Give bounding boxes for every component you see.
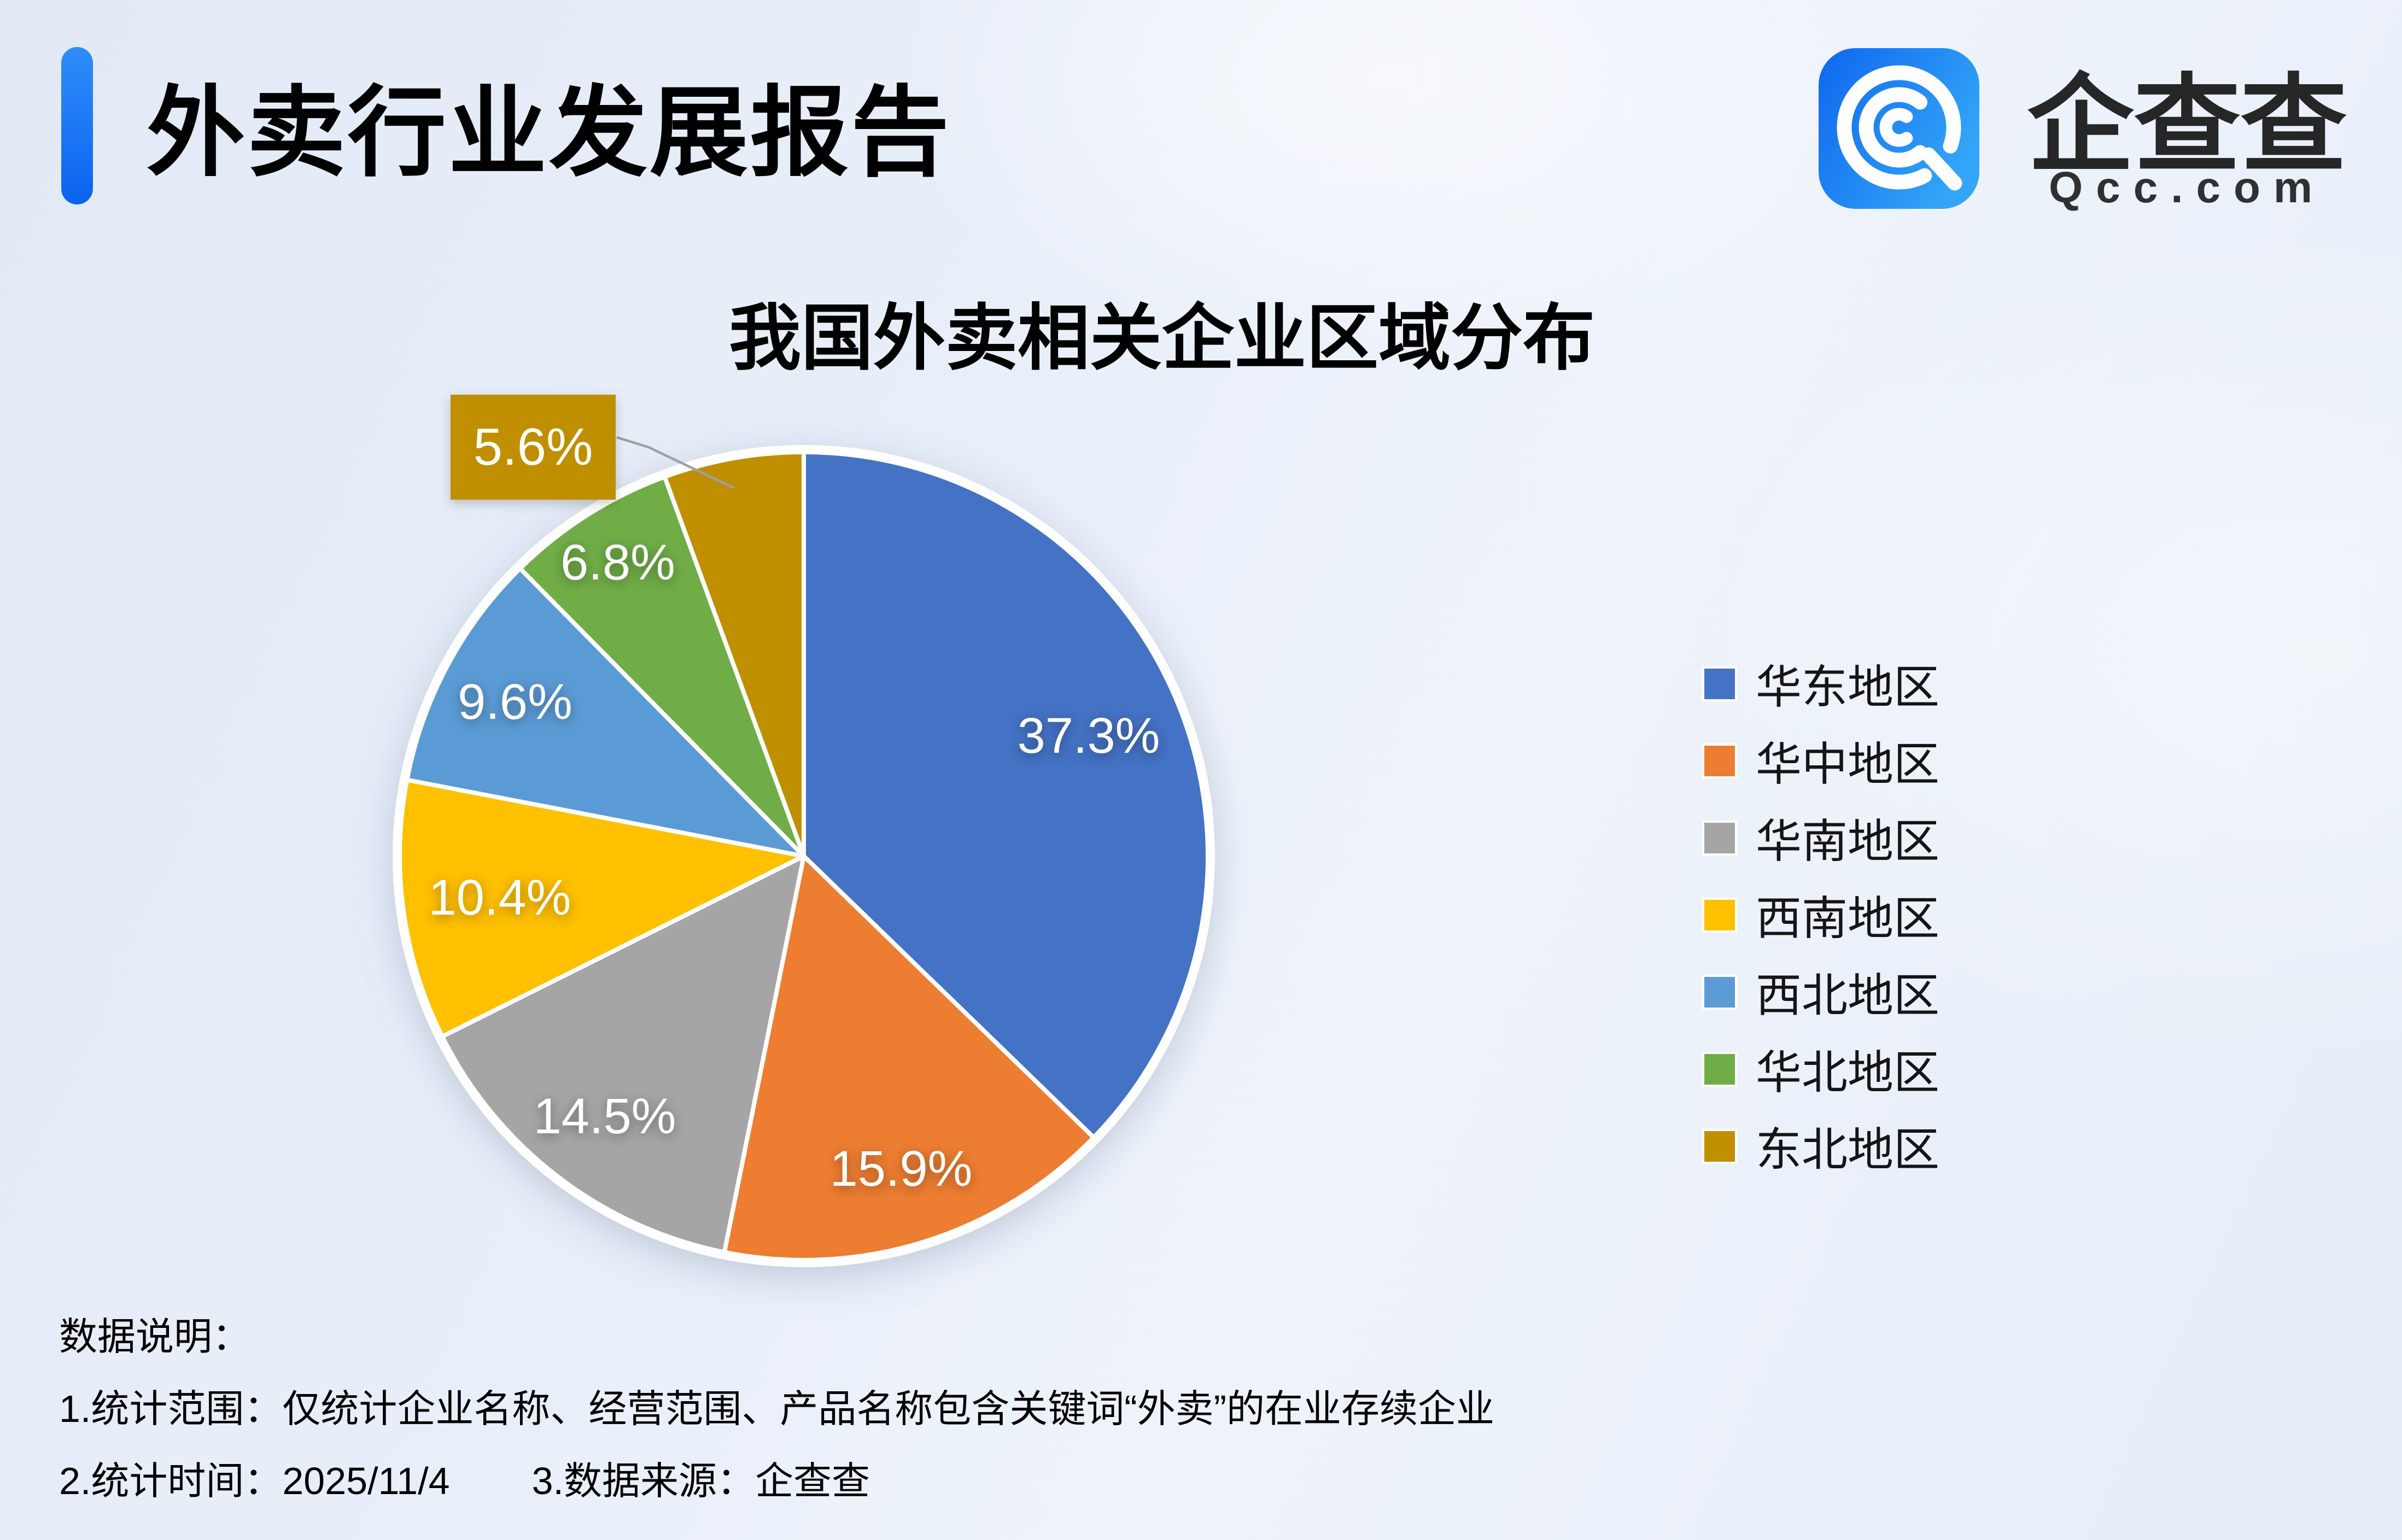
brand-name: 企查查 bbox=[2027, 66, 2347, 185]
legend-swatch bbox=[1704, 899, 1735, 930]
legend-swatch bbox=[1704, 1053, 1735, 1085]
qcc-logo: 企查查 Qcc.com bbox=[1817, 46, 2353, 212]
legend-label: 东北地区 bbox=[1756, 1124, 1940, 1175]
report-title: 外卖行业发展报告 bbox=[147, 78, 952, 188]
notes-data-source: 3.数据来源：企查查 bbox=[531, 1460, 870, 1502]
notes-line-2: 2.统计时间：2025/11/4 3.数据来源：企查查 bbox=[59, 1445, 1494, 1517]
legend-label: 西北地区 bbox=[1756, 970, 1940, 1021]
legend-swatch bbox=[1704, 822, 1735, 853]
slice-label-华南地区: 14.5% bbox=[534, 1088, 676, 1144]
legend-label: 华东地区 bbox=[1756, 661, 1940, 713]
legend-item: 华中地区 bbox=[1704, 722, 1939, 799]
callout-leader-line bbox=[616, 436, 735, 490]
slice-label-华北地区: 6.8% bbox=[560, 535, 675, 590]
legend-swatch bbox=[1704, 745, 1735, 776]
legend-label: 华中地区 bbox=[1756, 739, 1940, 790]
legend-swatch bbox=[1704, 976, 1735, 1008]
title-accent-bar bbox=[61, 47, 93, 204]
legend-item: 西南地区 bbox=[1704, 876, 1939, 953]
legend-item: 华北地区 bbox=[1704, 1030, 1939, 1108]
slice-label-华中地区: 15.9% bbox=[830, 1141, 973, 1197]
callout-value: 5.6% bbox=[473, 418, 593, 476]
legend-item: 华南地区 bbox=[1704, 799, 1939, 876]
legend-item: 西北地区 bbox=[1704, 953, 1939, 1030]
brand-domain: Qcc.com bbox=[2049, 163, 2325, 212]
legend-item: 华东地区 bbox=[1704, 645, 1939, 722]
legend-label: 西南地区 bbox=[1756, 893, 1940, 944]
callout-label: 5.6% bbox=[451, 395, 616, 500]
notes-line-1: 1.统计范围：仅统计企业名称、经营范围、产品名称包含关键词“外卖”的在业存续企业 bbox=[59, 1387, 1494, 1430]
legend-item: 东北地区 bbox=[1704, 1108, 1939, 1185]
slice-label-西北地区: 9.6% bbox=[458, 674, 572, 730]
legend-label: 华北地区 bbox=[1756, 1047, 1940, 1098]
slice-label-华东地区: 37.3% bbox=[1018, 708, 1160, 764]
notes-stat-date: 2.统计时间：2025/11/4 bbox=[59, 1460, 450, 1502]
slice-label-西南地区: 10.4% bbox=[429, 870, 571, 926]
chart-title: 我国外卖相关企业区域分布 bbox=[729, 298, 1595, 378]
qcc-logo-icon bbox=[1819, 48, 1979, 209]
legend-swatch bbox=[1704, 668, 1735, 699]
legend-label: 华南地区 bbox=[1756, 816, 1940, 867]
pie-outer-rim bbox=[393, 445, 1215, 1267]
legend-swatch bbox=[1704, 1131, 1735, 1162]
legend: 华东地区华中地区华南地区西南地区西北地区华北地区东北地区 bbox=[1704, 645, 1939, 1185]
notes-heading: 数据说明： bbox=[59, 1315, 250, 1358]
notes: 数据说明： 1.统计范围：仅统计企业名称、经营范围、产品名称包含关键词“外卖”的… bbox=[59, 1301, 1494, 1517]
